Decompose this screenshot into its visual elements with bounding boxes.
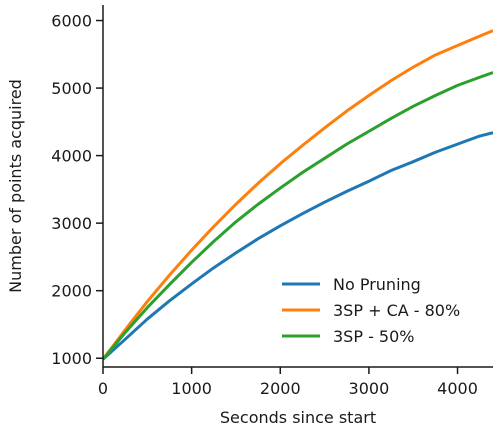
y-axis-label: Number of points acquired — [6, 79, 25, 293]
x-tick-label: 3000 — [349, 379, 390, 398]
x-ticks: 0 1000 2000 3000 4000 — [98, 367, 478, 398]
x-tick-label: 1000 — [171, 379, 212, 398]
y-tick-label: 2000 — [51, 282, 92, 301]
x-tick-label: 2000 — [260, 379, 301, 398]
legend-label: 3SP - 50% — [333, 327, 415, 346]
y-tick-label: 3000 — [51, 214, 92, 233]
axes-layer: 0 1000 2000 3000 4000 1000 2000 3000 4000 5000 60… — [6, 5, 493, 427]
y-tick-label: 6000 — [51, 12, 92, 31]
series-line-3 — [101, 71, 493, 361]
y-tick-label: 5000 — [51, 79, 92, 98]
x-tick-label: 0 — [98, 379, 108, 398]
series-layer — [101, 29, 493, 361]
legend: No Pruning 3SP + CA - 80% 3SP - 50% — [282, 275, 460, 346]
legend-label: No Pruning — [333, 275, 421, 294]
x-tick-label: 4000 — [437, 379, 478, 398]
legend-label: 3SP + CA - 80% — [333, 301, 460, 320]
x-axis-label: Seconds since start — [220, 408, 376, 427]
series-line-2 — [101, 29, 493, 361]
y-tick-label: 1000 — [51, 349, 92, 368]
y-tick-label: 4000 — [51, 147, 92, 166]
y-ticks: 1000 2000 3000 4000 5000 6000 — [51, 12, 103, 368]
series-line-1 — [101, 131, 493, 361]
